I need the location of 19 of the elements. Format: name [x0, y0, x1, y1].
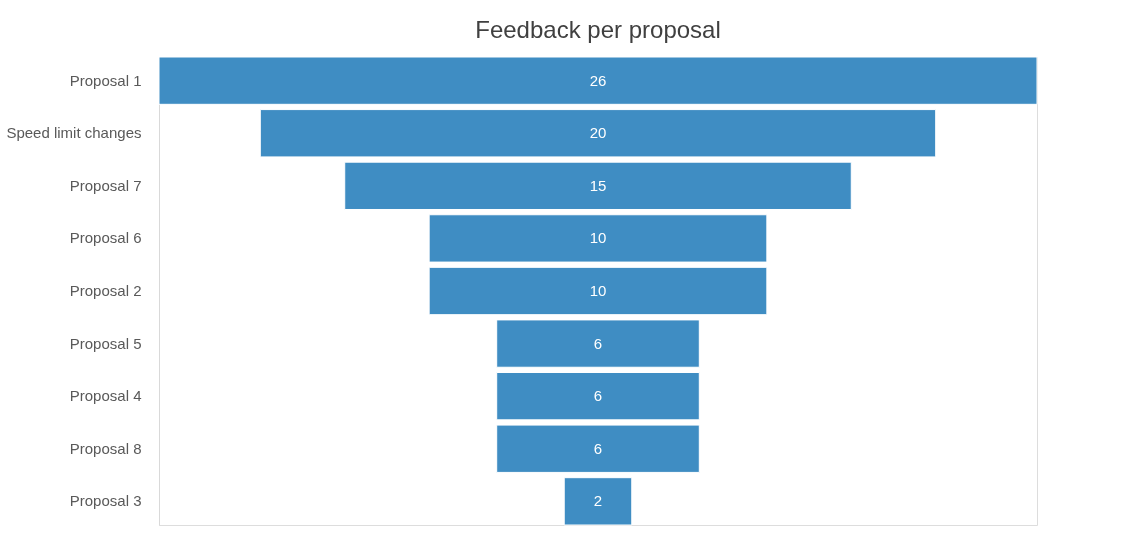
data-label: 26	[589, 71, 607, 89]
data-label: 10	[589, 282, 607, 299]
data-label: 20	[589, 124, 607, 142]
category-label: Proposal 7	[69, 176, 142, 194]
category-label: Proposal 2	[69, 282, 142, 299]
data-label: 6	[593, 439, 603, 457]
data-label: 2	[593, 492, 603, 510]
category-label: Proposal 6	[69, 229, 142, 247]
category-label: Speed limit changes	[6, 124, 142, 142]
data-label: 6	[593, 334, 603, 352]
data-label: 15	[589, 176, 607, 194]
category-label: Proposal 8	[69, 439, 142, 457]
data-label: 10	[589, 229, 607, 247]
data-label: 6	[593, 387, 603, 405]
text: Feedback per proposal	[475, 15, 721, 43]
category-label: Proposal 3	[69, 492, 142, 510]
category-label: Proposal 1	[69, 71, 142, 89]
category-label: Proposal 5	[69, 334, 142, 352]
category-label: Proposal 4	[69, 387, 142, 405]
